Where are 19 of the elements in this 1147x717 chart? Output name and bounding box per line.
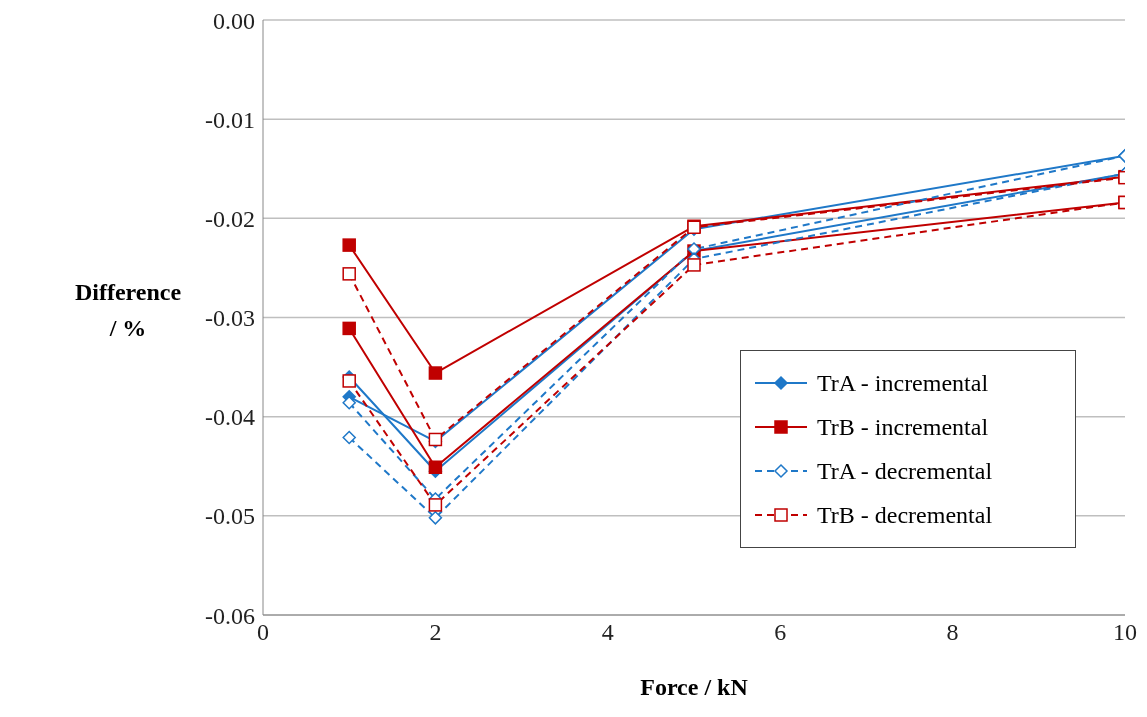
y-tick-label: -0.03 bbox=[205, 305, 255, 332]
x-tick-label: 10 bbox=[1113, 619, 1137, 646]
x-tick-label: 8 bbox=[946, 619, 959, 646]
y-tick-label: -0.05 bbox=[205, 503, 255, 530]
y-tick-label: 0.00 bbox=[213, 7, 255, 34]
x-tick-label: 6 bbox=[774, 619, 787, 646]
legend-label: TrA - decremental bbox=[817, 457, 993, 485]
y-tick-label: -0.06 bbox=[205, 602, 255, 629]
x-axis-title: Force / kN bbox=[640, 674, 749, 700]
y-tick-label: -0.04 bbox=[205, 404, 255, 431]
x-tick-label: 2 bbox=[429, 619, 442, 646]
x-tick-label: 0 bbox=[257, 619, 269, 646]
legend-label: TrB - incremental bbox=[817, 413, 989, 441]
y-axis-title: Difference / % bbox=[74, 278, 182, 341]
x-tick-label: 4 bbox=[601, 619, 614, 646]
legend-label: TrB - decremental bbox=[817, 501, 993, 529]
y-tick-label: -0.01 bbox=[205, 106, 255, 133]
y-tick-label: -0.02 bbox=[205, 205, 255, 232]
legend-label: TrA - incremental bbox=[817, 369, 989, 397]
